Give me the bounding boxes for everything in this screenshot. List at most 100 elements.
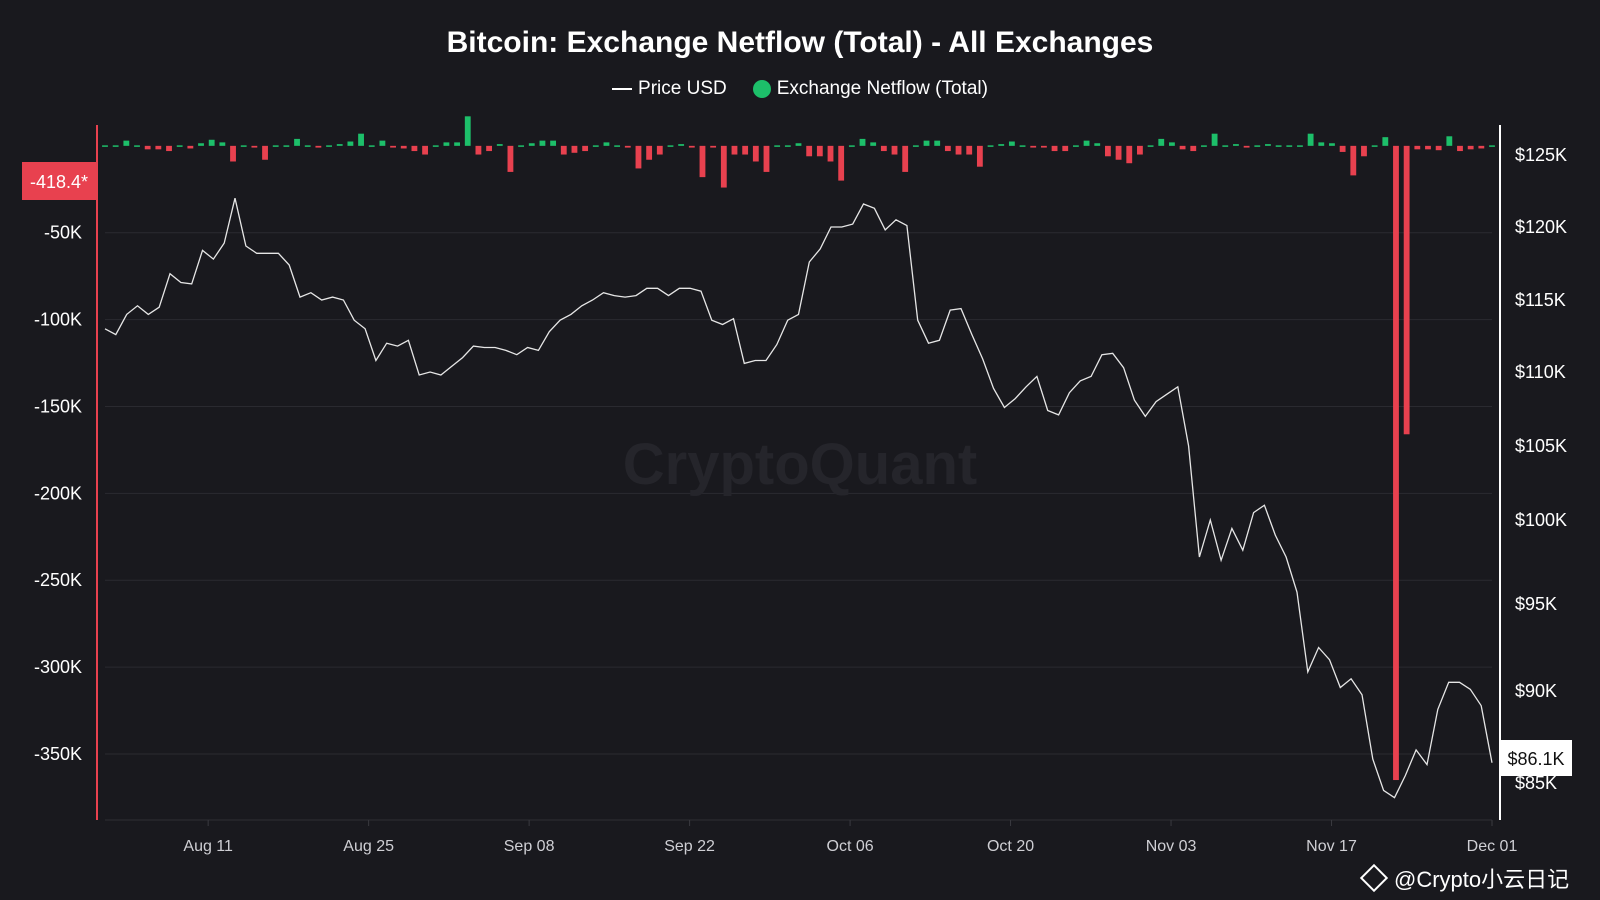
netflow-bar[interactable]	[1467, 145, 1474, 150]
netflow-bar[interactable]	[1307, 133, 1314, 146]
netflow-bar[interactable]	[304, 145, 311, 147]
netflow-bar[interactable]	[400, 145, 407, 149]
netflow-bar[interactable]	[539, 140, 546, 146]
netflow-bar[interactable]	[742, 145, 749, 155]
netflow-bar[interactable]	[763, 145, 770, 172]
netflow-bar[interactable]	[710, 145, 717, 148]
netflow-bar[interactable]	[219, 142, 226, 146]
netflow-bar[interactable]	[880, 145, 887, 152]
netflow-bar[interactable]	[251, 145, 258, 148]
netflow-bar[interactable]	[144, 145, 151, 150]
netflow-bar[interactable]	[1104, 145, 1111, 157]
netflow-bar[interactable]	[656, 145, 663, 155]
netflow-bars[interactable]	[102, 116, 1495, 781]
netflow-bar[interactable]	[208, 139, 215, 146]
netflow-bar[interactable]	[646, 145, 653, 160]
netflow-bar[interactable]	[966, 145, 973, 155]
netflow-bar[interactable]	[1403, 145, 1410, 435]
netflow-bar[interactable]	[1457, 145, 1463, 152]
netflow-bar[interactable]	[1478, 145, 1485, 149]
netflow-bar[interactable]	[550, 140, 557, 146]
netflow-bar[interactable]	[838, 145, 845, 181]
netflow-bar[interactable]	[688, 145, 695, 148]
netflow-bar[interactable]	[1062, 145, 1069, 152]
netflow-bar[interactable]	[1371, 145, 1378, 147]
netflow-bar[interactable]	[1158, 138, 1165, 146]
netflow-bar[interactable]	[1190, 145, 1197, 152]
netflow-bar[interactable]	[731, 145, 738, 155]
netflow-bar[interactable]	[571, 145, 578, 153]
netflow-bar[interactable]	[859, 138, 866, 146]
netflow-bar[interactable]	[422, 145, 428, 155]
netflow-bar[interactable]	[358, 133, 364, 146]
netflow-bar[interactable]	[912, 145, 919, 147]
netflow-bar[interactable]	[315, 145, 322, 148]
netflow-bar[interactable]	[1254, 145, 1261, 147]
netflow-bar[interactable]	[1115, 145, 1122, 160]
netflow-bar[interactable]	[891, 145, 898, 155]
netflow-bar[interactable]	[1243, 145, 1250, 148]
netflow-bar[interactable]	[1147, 145, 1154, 147]
netflow-bar[interactable]	[1211, 133, 1218, 146]
netflow-bar[interactable]	[1393, 145, 1399, 781]
netflow-bar[interactable]	[998, 144, 1005, 146]
netflow-bar[interactable]	[1019, 145, 1026, 147]
netflow-bar[interactable]	[454, 142, 460, 146]
netflow-bar[interactable]	[326, 145, 332, 147]
netflow-bar[interactable]	[486, 145, 493, 152]
netflow-bar[interactable]	[102, 145, 108, 147]
netflow-bar[interactable]	[443, 142, 450, 146]
netflow-bar[interactable]	[1339, 145, 1346, 152]
netflow-bar[interactable]	[1489, 145, 1495, 147]
netflow-bar[interactable]	[379, 140, 386, 146]
netflow-bar[interactable]	[827, 145, 834, 162]
netflow-bar[interactable]	[464, 116, 471, 146]
netflow-bar[interactable]	[1382, 137, 1389, 146]
netflow-bar[interactable]	[592, 145, 599, 147]
netflow-bar[interactable]	[1435, 145, 1442, 151]
netflow-bar[interactable]	[507, 145, 514, 172]
netflow-bar[interactable]	[1361, 145, 1367, 157]
netflow-bar[interactable]	[784, 145, 791, 147]
netflow-bar[interactable]	[1222, 145, 1229, 147]
netflow-bar[interactable]	[603, 142, 610, 146]
netflow-bar[interactable]	[1425, 145, 1431, 150]
netflow-bar[interactable]	[294, 138, 300, 146]
netflow-bar[interactable]	[1265, 144, 1271, 146]
netflow-bar[interactable]	[1414, 145, 1421, 150]
netflow-bar[interactable]	[347, 141, 354, 146]
netflow-bar[interactable]	[475, 145, 482, 155]
netflow-bar[interactable]	[272, 145, 279, 147]
netflow-bar[interactable]	[496, 144, 503, 146]
netflow-bar[interactable]	[816, 145, 823, 157]
netflow-bar[interactable]	[976, 145, 983, 167]
netflow-bar[interactable]	[944, 145, 951, 152]
netflow-bar[interactable]	[720, 145, 727, 188]
netflow-bar[interactable]	[902, 145, 909, 172]
netflow-bar[interactable]	[1094, 143, 1101, 146]
netflow-bar[interactable]	[848, 145, 855, 147]
netflow-bar[interactable]	[1030, 145, 1037, 148]
netflow-bar[interactable]	[1072, 145, 1079, 147]
netflow-bar[interactable]	[187, 145, 194, 149]
netflow-bar[interactable]	[614, 145, 621, 147]
netflow-bar[interactable]	[635, 145, 642, 169]
netflow-bar[interactable]	[1126, 145, 1133, 164]
netflow-bar[interactable]	[134, 145, 140, 147]
netflow-bar[interactable]	[155, 145, 162, 150]
netflow-bar[interactable]	[624, 145, 631, 148]
netflow-bar[interactable]	[934, 140, 941, 146]
netflow-bar[interactable]	[240, 145, 247, 147]
netflow-bar[interactable]	[528, 143, 535, 146]
netflow-bar[interactable]	[1008, 141, 1015, 146]
netflow-bar[interactable]	[1083, 140, 1090, 146]
netflow-bar[interactable]	[432, 145, 439, 147]
netflow-bar[interactable]	[795, 143, 802, 146]
netflow-bar[interactable]	[1051, 145, 1058, 152]
netflow-bar[interactable]	[262, 145, 268, 160]
netflow-bar[interactable]	[283, 145, 290, 147]
netflow-bar[interactable]	[560, 145, 567, 155]
netflow-bar[interactable]	[123, 140, 130, 146]
netflow-bar[interactable]	[1446, 136, 1453, 146]
